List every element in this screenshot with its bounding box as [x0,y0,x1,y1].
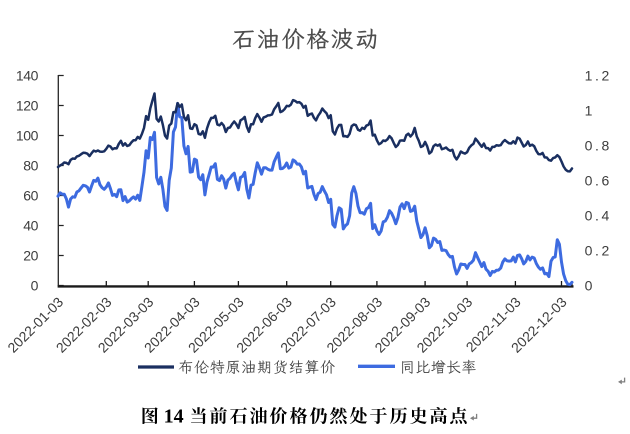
svg-text:0: 0 [31,278,39,294]
svg-text:80: 80 [23,158,38,174]
svg-text:0: 0 [585,278,595,294]
svg-text:1.2: 1.2 [585,68,612,84]
svg-text:60: 60 [23,188,38,204]
svg-text:1: 1 [585,103,595,119]
svg-text:0.2: 0.2 [585,243,612,259]
svg-text:0.4: 0.4 [585,208,612,224]
svg-text:100: 100 [16,128,39,144]
svg-text:120: 120 [16,98,39,114]
svg-text:0.6: 0.6 [585,173,612,189]
svg-text:0.8: 0.8 [585,138,612,154]
svg-text:14: 14 [164,405,184,427]
svg-text:20: 20 [23,248,38,264]
svg-text:40: 40 [23,218,38,234]
svg-text:140: 140 [16,68,39,84]
